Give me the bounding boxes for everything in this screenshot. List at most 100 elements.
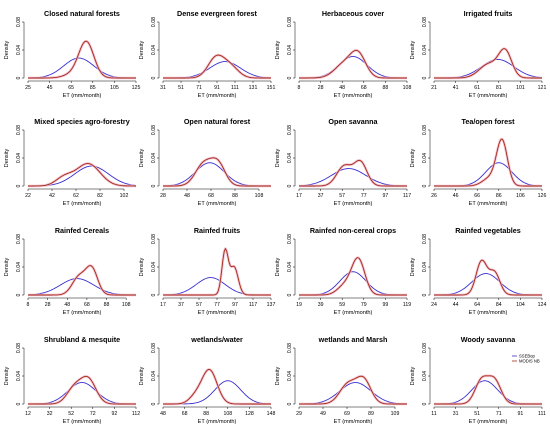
x-tick-label: 82 bbox=[97, 193, 103, 199]
y-tick-label: 0 bbox=[151, 184, 157, 187]
modis-density-line bbox=[299, 375, 407, 405]
modis-confidence-band bbox=[298, 374, 408, 406]
y-tick-label: 0.04 bbox=[151, 45, 157, 55]
y-tick-label: 0 bbox=[16, 293, 22, 296]
x-tick-label: 111 bbox=[538, 411, 546, 417]
y-tick-label: 0 bbox=[287, 293, 293, 296]
x-tick-label: 84 bbox=[496, 302, 502, 308]
panel-title: Dense evergreen forest bbox=[177, 9, 258, 18]
panel-1: Closed natural forests 0 0.04 0.08 Density 25… bbox=[4, 9, 140, 99]
modis-density-line bbox=[163, 54, 271, 79]
x-tick-label: 28 bbox=[318, 85, 324, 91]
x-axis-label: ET (mm/month) bbox=[334, 201, 373, 207]
x-axis-label: ET (mm/month) bbox=[334, 310, 373, 316]
modis-density-line bbox=[434, 259, 542, 296]
x-tick-label: 32 bbox=[47, 411, 53, 417]
y-tick-label: 0.08 bbox=[287, 125, 293, 135]
y-tick-label: 0.08 bbox=[422, 125, 428, 135]
x-axis-label: ET (mm/month) bbox=[469, 201, 508, 207]
x-tick-label: 61 bbox=[474, 85, 480, 91]
x-tick-label: 51 bbox=[474, 411, 480, 417]
panel-title: wetlands and Marsh bbox=[318, 335, 388, 344]
y-axis-label: Density bbox=[4, 257, 10, 276]
x-tick-label: 45 bbox=[47, 85, 53, 91]
x-tick-label: 128 bbox=[245, 411, 254, 417]
modis-confidence-band bbox=[433, 258, 543, 297]
y-tick-label: 0.08 bbox=[16, 17, 22, 27]
modis-confidence-band bbox=[162, 247, 272, 297]
x-tick-label: 102 bbox=[120, 193, 129, 199]
x-tick-label: 46 bbox=[453, 193, 459, 199]
panel-16: Woody savanna 0 0.04 0.08 Density 11 31 51 71 91 1… bbox=[410, 335, 546, 425]
y-tick-label: 0.08 bbox=[151, 125, 157, 135]
x-tick-label: 85 bbox=[90, 85, 96, 91]
x-tick-label: 89 bbox=[368, 411, 374, 417]
x-tick-label: 71 bbox=[496, 411, 502, 417]
y-tick-label: 0.04 bbox=[287, 371, 293, 381]
y-tick-label: 0.08 bbox=[422, 343, 428, 353]
x-tick-label: 68 bbox=[84, 302, 90, 308]
x-tick-label: 71 bbox=[196, 85, 202, 91]
x-tick-label: 104 bbox=[516, 302, 525, 308]
y-tick-label: 0 bbox=[422, 184, 428, 187]
y-tick-label: 0.04 bbox=[422, 153, 428, 163]
x-tick-label: 39 bbox=[318, 302, 324, 308]
y-tick-label: 0 bbox=[151, 402, 157, 405]
panel-title: Rainfed fruits bbox=[194, 226, 240, 235]
panel-9: Rainfed Cereals 0 0.04 0.08 Density 8 28 48 68 88… bbox=[4, 226, 137, 316]
y-tick-label: 0.04 bbox=[151, 262, 157, 272]
ssebop-density-line bbox=[28, 165, 137, 187]
ssebop-density-line bbox=[27, 382, 137, 405]
panel-title: Open savanna bbox=[328, 117, 378, 126]
x-axis-label: ET (mm/month) bbox=[469, 310, 508, 316]
modis-density-line bbox=[28, 265, 136, 296]
x-tick-label: 86 bbox=[496, 193, 502, 199]
y-tick-label: 0.08 bbox=[422, 234, 428, 244]
x-tick-label: 101 bbox=[516, 85, 525, 91]
y-tick-label: 0.08 bbox=[151, 343, 157, 353]
x-tick-label: 72 bbox=[90, 411, 96, 417]
y-tick-label: 0 bbox=[16, 76, 22, 79]
panel-8: Tea/open forest 0 0.04 0.08 Density 26 46 66 86 1… bbox=[410, 117, 546, 207]
x-tick-label: 19 bbox=[296, 302, 302, 308]
x-tick-label: 105 bbox=[110, 85, 119, 91]
x-axis-label: ET (mm/month) bbox=[334, 419, 373, 425]
y-tick-label: 0 bbox=[422, 293, 428, 296]
panel-title: wetlands/water bbox=[190, 335, 243, 344]
y-axis-label: Density bbox=[139, 40, 145, 59]
modis-density-line bbox=[434, 138, 542, 187]
y-tick-label: 0.04 bbox=[16, 262, 22, 272]
ssebop-density-line bbox=[433, 273, 542, 296]
x-tick-label: 41 bbox=[453, 85, 459, 91]
x-tick-label: 37 bbox=[318, 193, 324, 199]
x-tick-label: 26 bbox=[431, 193, 437, 199]
y-tick-label: 0 bbox=[16, 402, 22, 405]
x-tick-label: 59 bbox=[339, 302, 345, 308]
y-axis-label: Density bbox=[139, 257, 145, 276]
modis-density-line bbox=[163, 368, 271, 405]
x-tick-label: 44 bbox=[453, 302, 459, 308]
ssebop-density-line bbox=[298, 56, 408, 79]
y-tick-label: 0.04 bbox=[422, 371, 428, 381]
x-tick-label: 68 bbox=[361, 85, 367, 91]
modis-density-line bbox=[434, 375, 542, 405]
panel-title: Rainfed Cereals bbox=[55, 226, 109, 235]
panel-7: Open savanna 0 0.04 0.08 Density 17 37 57 77 97 11… bbox=[275, 117, 411, 207]
x-axis-label: ET (mm/month) bbox=[469, 93, 508, 99]
x-tick-label: 108 bbox=[223, 411, 232, 417]
x-tick-label: 21 bbox=[431, 85, 437, 91]
y-tick-label: 0.04 bbox=[287, 45, 293, 55]
modis-confidence-band bbox=[162, 368, 272, 406]
x-tick-label: 137 bbox=[267, 302, 276, 308]
modis-confidence-band bbox=[27, 264, 137, 297]
x-axis-label: ET (mm/month) bbox=[198, 310, 237, 316]
x-tick-label: 12 bbox=[25, 411, 31, 417]
y-axis-label: Density bbox=[275, 366, 281, 385]
modis-density-line bbox=[28, 40, 136, 79]
ssebop-density-line bbox=[27, 57, 136, 79]
x-tick-label: 62 bbox=[73, 193, 79, 199]
panel-6: Open natural forest 0 0.04 0.08 Density 28 48 6… bbox=[139, 117, 272, 207]
x-tick-label: 77 bbox=[214, 302, 220, 308]
ssebop-density-line bbox=[433, 380, 542, 405]
